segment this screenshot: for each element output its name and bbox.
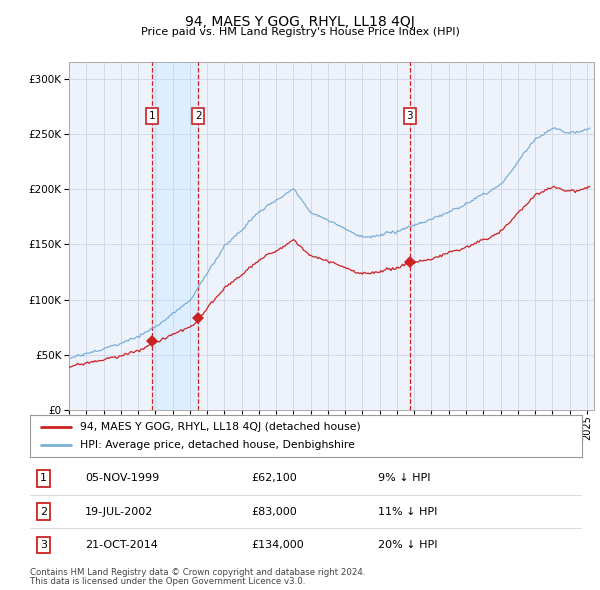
Text: £134,000: £134,000	[251, 540, 304, 550]
Text: £83,000: £83,000	[251, 507, 296, 516]
Text: This data is licensed under the Open Government Licence v3.0.: This data is licensed under the Open Gov…	[30, 577, 305, 586]
Text: 2: 2	[40, 507, 47, 516]
Text: 19-JUL-2002: 19-JUL-2002	[85, 507, 154, 516]
Text: 3: 3	[407, 111, 413, 121]
Text: 1: 1	[40, 473, 47, 483]
Text: 05-NOV-1999: 05-NOV-1999	[85, 473, 160, 483]
Text: 2: 2	[195, 111, 202, 121]
Text: 94, MAES Y GOG, RHYL, LL18 4QJ: 94, MAES Y GOG, RHYL, LL18 4QJ	[185, 15, 415, 29]
Text: Contains HM Land Registry data © Crown copyright and database right 2024.: Contains HM Land Registry data © Crown c…	[30, 568, 365, 576]
Text: 21-OCT-2014: 21-OCT-2014	[85, 540, 158, 550]
Text: Price paid vs. HM Land Registry's House Price Index (HPI): Price paid vs. HM Land Registry's House …	[140, 27, 460, 37]
Bar	[152, 62, 199, 410]
Text: 94, MAES Y GOG, RHYL, LL18 4QJ (detached house): 94, MAES Y GOG, RHYL, LL18 4QJ (detached…	[80, 422, 361, 432]
Text: £62,100: £62,100	[251, 473, 296, 483]
Text: 11% ↓ HPI: 11% ↓ HPI	[378, 507, 437, 516]
Text: HPI: Average price, detached house, Denbighshire: HPI: Average price, detached house, Denb…	[80, 440, 355, 450]
Text: 1: 1	[149, 111, 156, 121]
Text: 20% ↓ HPI: 20% ↓ HPI	[378, 540, 437, 550]
Text: 9% ↓ HPI: 9% ↓ HPI	[378, 473, 430, 483]
Text: 3: 3	[40, 540, 47, 550]
